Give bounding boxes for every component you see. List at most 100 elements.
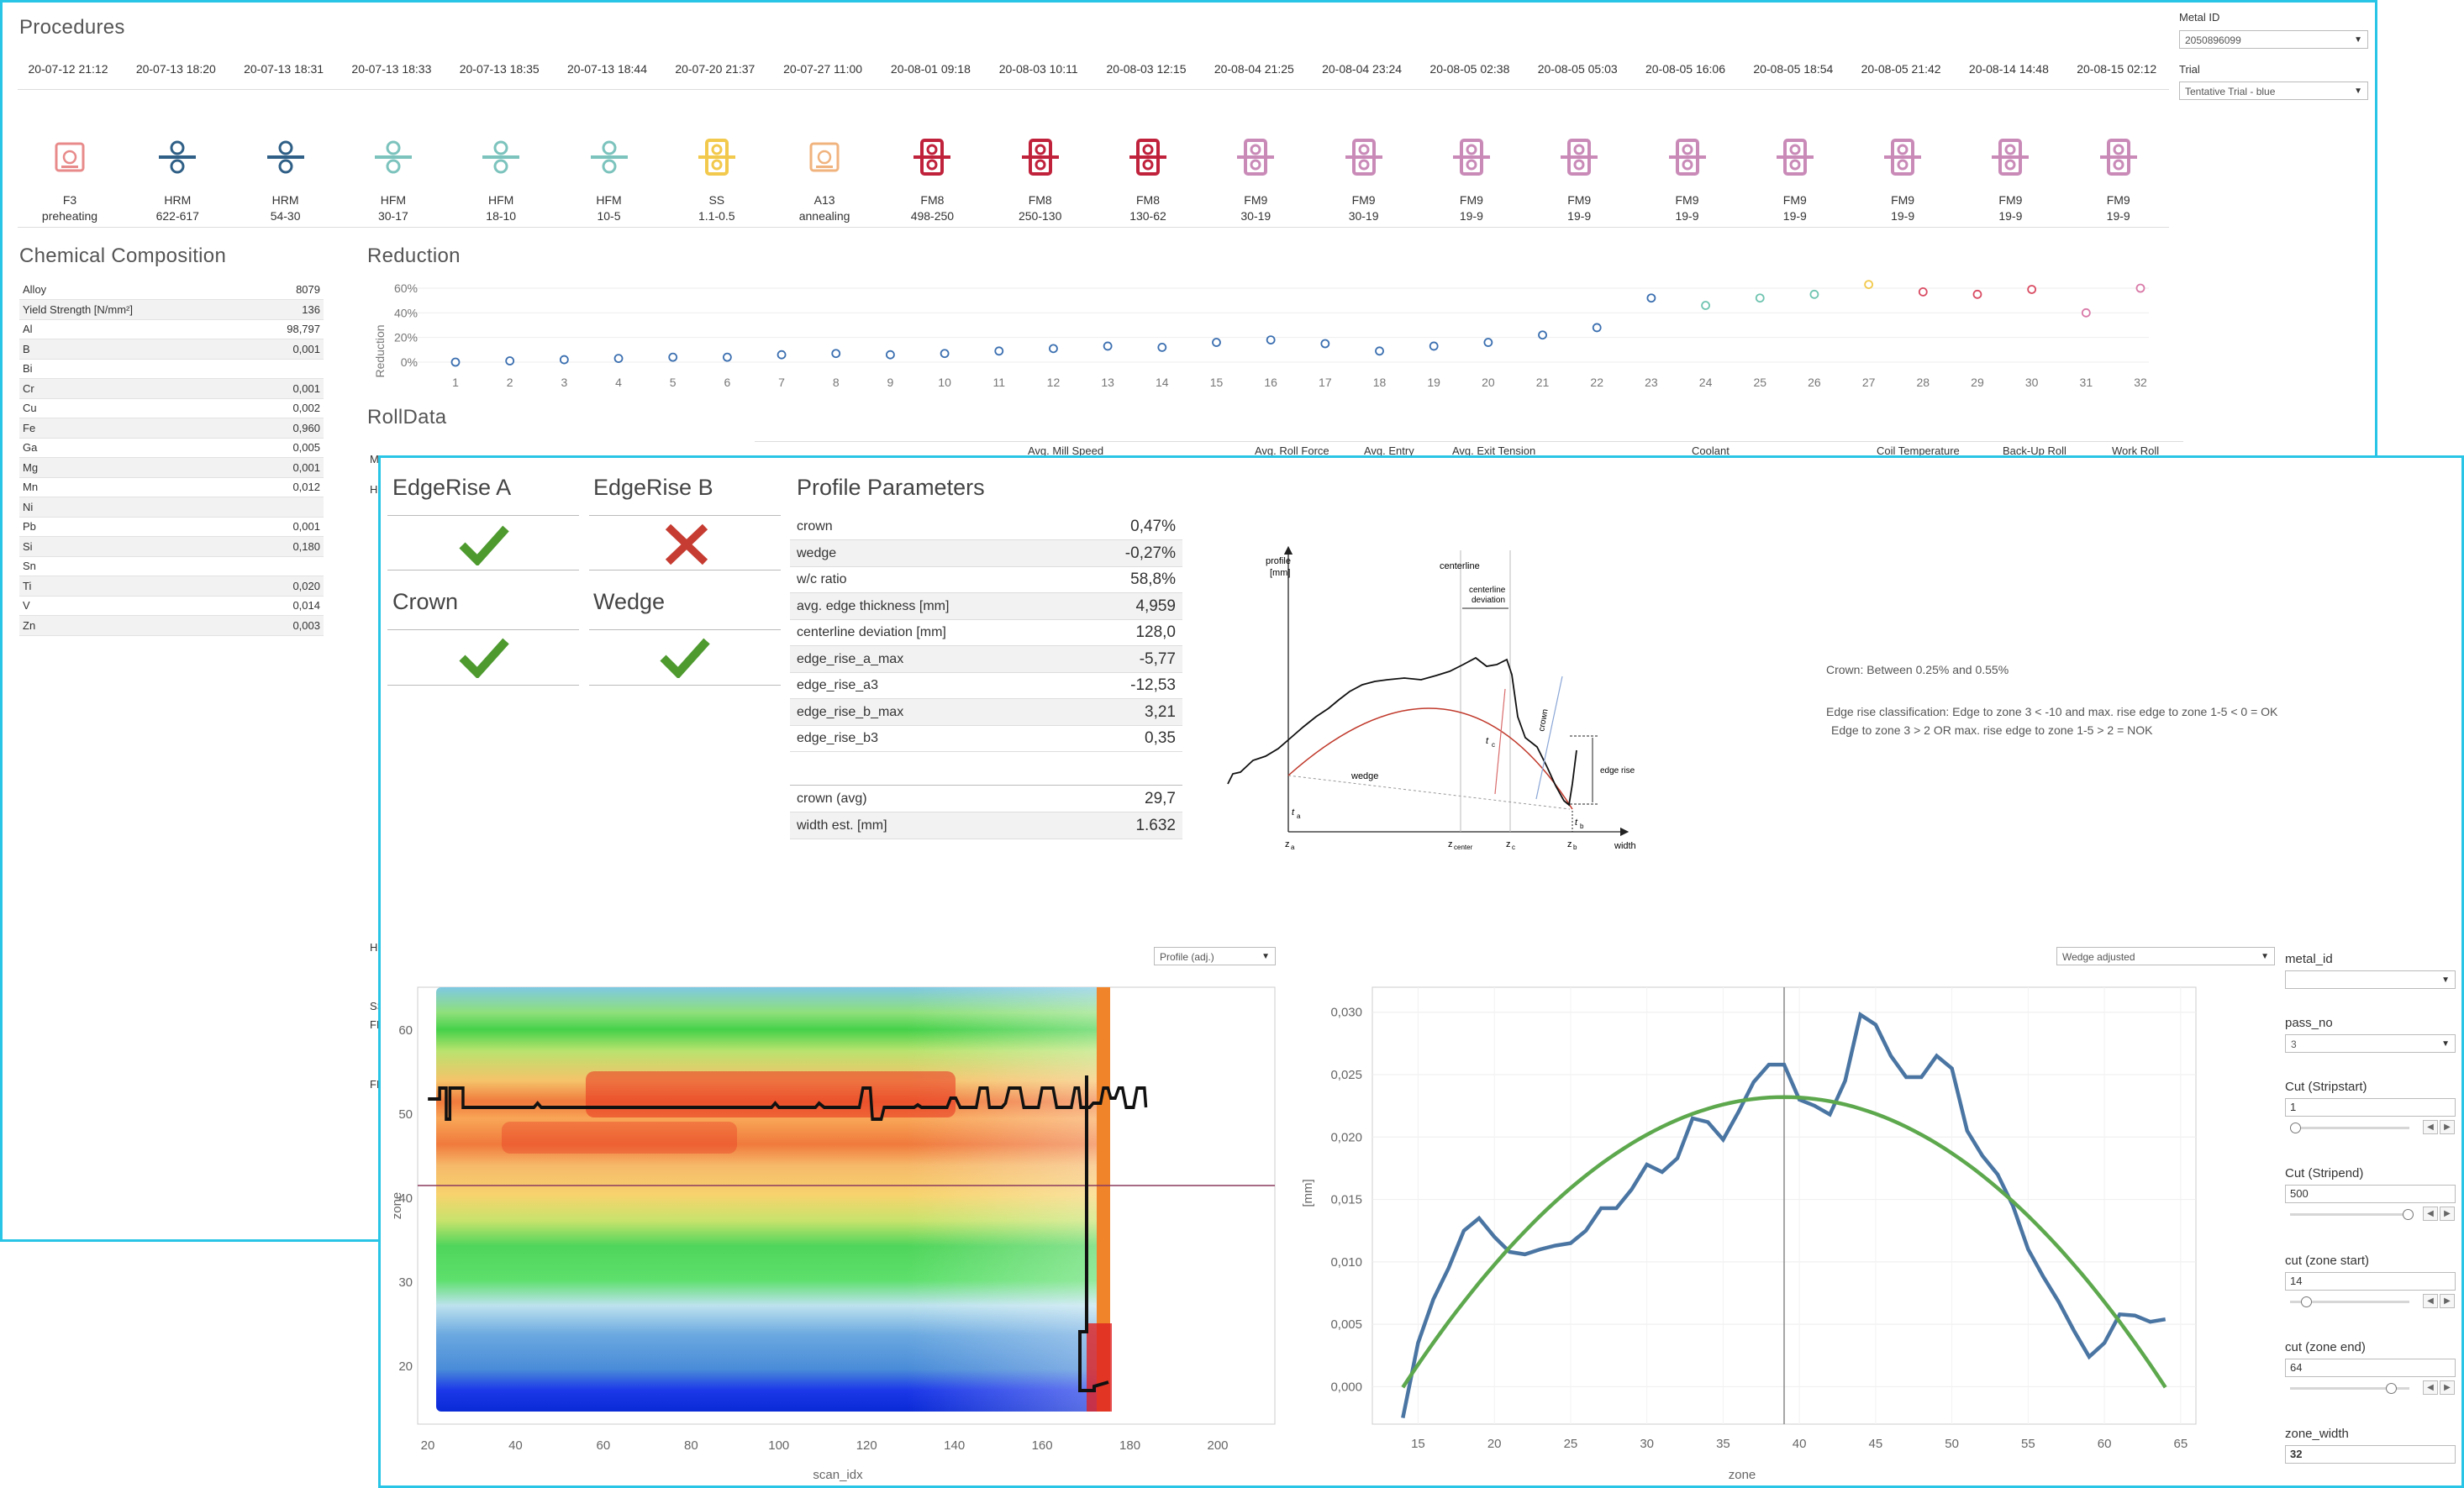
- pass-no-select[interactable]: 3 ▼: [2285, 1034, 2456, 1053]
- step-back-icon[interactable]: ◀: [2423, 1380, 2438, 1395]
- profile-type-dropdown[interactable]: Profile (adj.) ▼: [1154, 947, 1276, 965]
- reduction-ytick: 20%: [394, 331, 418, 344]
- diagram-fit-curve: [1287, 707, 1573, 810]
- cut-zone-start-slider[interactable]: [2290, 1296, 2409, 1307]
- reduction-point: [1429, 341, 1439, 351]
- profile-param-name: edge_rise_b3: [797, 731, 878, 745]
- procedure-step-label[interactable]: A13 annealing: [778, 192, 871, 224]
- procedure-step-range: 130-62: [1129, 209, 1166, 223]
- profile-param-row: crown 0,47%: [790, 513, 1182, 540]
- procedure-step-label[interactable]: FM9 30-19: [1318, 192, 1410, 224]
- rolldata-header[interactable]: Coil Temperature: [1877, 444, 1960, 457]
- rolldata-header[interactable]: Avg. Mill Speed: [1028, 444, 1104, 457]
- chem-element: Bi: [23, 362, 33, 375]
- procedure-step-label[interactable]: F3 preheating: [24, 192, 116, 224]
- procedure-step-range: 19-9: [1459, 209, 1483, 223]
- rolldata-header[interactable]: Coolant: [1692, 444, 1730, 457]
- cut-zone-start-slider-handle[interactable]: [2301, 1296, 2313, 1307]
- rolldata-header[interactable]: Avg. Entry: [1364, 444, 1414, 457]
- chem-row: Ti 0,020: [19, 576, 324, 597]
- step-back-icon[interactable]: ◀: [2423, 1294, 2438, 1308]
- zone-width-input[interactable]: 32: [2285, 1445, 2456, 1464]
- reduction-xtick: 24: [1699, 376, 1713, 389]
- cut-zone-end-slider[interactable]: [2290, 1383, 2409, 1394]
- procedures-title: Procedures: [19, 16, 125, 39]
- diagram-profile-curve: [1227, 656, 1577, 807]
- rolldata-header[interactable]: Avg. Roll Force: [1255, 444, 1329, 457]
- reduction-point: [1375, 346, 1384, 356]
- profile-param-name: avg. edge thickness [mm]: [797, 598, 950, 613]
- procedure-step-label[interactable]: HRM 54-30: [240, 192, 332, 224]
- procedure-step-label[interactable]: FM8 498-250: [886, 192, 978, 224]
- reduction-xtick: 7: [778, 376, 785, 389]
- reduction-point: [1918, 287, 1928, 297]
- cut-zone-end-input[interactable]: 64: [2285, 1359, 2456, 1377]
- procedure-date: 20-08-15 02:12: [2077, 62, 2157, 76]
- procedure-date: 20-07-27 11:00: [783, 62, 863, 76]
- procedure-step-label[interactable]: HFM 18-10: [455, 192, 547, 224]
- heatmap-xtick: 60: [597, 1438, 611, 1453]
- stand-icon: [698, 139, 735, 176]
- procedure-step-label[interactable]: FM9 19-9: [1425, 192, 1518, 224]
- rolldata-header[interactable]: Work Roll: [2112, 444, 2160, 457]
- divider: [589, 685, 781, 686]
- step-forward-icon[interactable]: ▶: [2440, 1294, 2455, 1308]
- rolldata-header[interactable]: Avg. Exit Tension: [1452, 444, 1536, 457]
- heatmap-xtick: 120: [856, 1438, 877, 1453]
- rolldata-header[interactable]: Back-Up Roll: [2003, 444, 2066, 457]
- trial-dropdown[interactable]: Tentative Trial - blue ▼: [2179, 81, 2368, 100]
- step-forward-icon[interactable]: ▶: [2440, 1207, 2455, 1221]
- heatmap-ylabel: zone: [390, 1192, 404, 1220]
- cut-stripend-input[interactable]: 500: [2285, 1185, 2456, 1203]
- reduction-point: [1646, 293, 1656, 303]
- chevron-down-icon: ▼: [1261, 952, 1270, 961]
- procedure-step-label[interactable]: HRM 622-617: [131, 192, 224, 224]
- procedure-step-label[interactable]: FM9 19-9: [1533, 192, 1625, 224]
- cross-icon: [665, 523, 708, 565]
- reduction-point: [1864, 280, 1874, 289]
- metal-id-select[interactable]: ▼: [2285, 970, 2456, 989]
- cut-zone-end-slider-handle[interactable]: [2385, 1383, 2397, 1394]
- reduction-xtick: 13: [1101, 376, 1114, 389]
- procedure-date: 20-08-03 10:11: [998, 62, 1078, 76]
- metal-id-dropdown[interactable]: 2050896099 ▼: [2179, 30, 2368, 49]
- pass-no-value: 3: [2291, 1038, 2297, 1050]
- cut-zone-start-input[interactable]: 14: [2285, 1272, 2456, 1291]
- divider: [18, 89, 2169, 90]
- procedure-step-label[interactable]: FM9 19-9: [1856, 192, 1949, 224]
- procedure-step-label[interactable]: FM8 130-62: [1102, 192, 1194, 224]
- procedure-step-label[interactable]: FM8 250-130: [994, 192, 1087, 224]
- chem-element: Si: [23, 539, 33, 553]
- reduction-point: [559, 355, 569, 365]
- procedure-step-label[interactable]: FM9 30-19: [1209, 192, 1302, 224]
- procedure-step-label[interactable]: FM9 19-9: [1749, 192, 1841, 224]
- step-forward-icon[interactable]: ▶: [2440, 1380, 2455, 1395]
- procedure-step-label[interactable]: HFM 30-17: [347, 192, 440, 224]
- heatmap-xtick: 80: [684, 1438, 698, 1453]
- cut-stripend-slider[interactable]: [2290, 1209, 2414, 1220]
- chem-row: Ni: [19, 497, 324, 518]
- cut-stripstart-slider[interactable]: [2290, 1123, 2409, 1133]
- procedure-step-range: preheating: [41, 209, 98, 223]
- diagram-zc-label: z: [1506, 839, 1511, 849]
- procedure-step-label[interactable]: HFM 10-5: [563, 192, 655, 224]
- step-back-icon[interactable]: ◀: [2423, 1207, 2438, 1221]
- wedge-type-dropdown[interactable]: Wedge adjusted ▼: [2056, 947, 2275, 965]
- reduction-point: [994, 346, 1004, 356]
- procedure-step-label[interactable]: SS 1.1-0.5: [671, 192, 763, 224]
- step-forward-icon[interactable]: ▶: [2440, 1120, 2455, 1134]
- cut-stripstart-input[interactable]: 1: [2285, 1098, 2456, 1117]
- cut-stripend-slider-handle[interactable]: [2403, 1209, 2414, 1220]
- diagram-ta-sub: a: [1297, 812, 1301, 820]
- cut-stripstart-slider-handle[interactable]: [2290, 1123, 2301, 1133]
- stand-icon: [1668, 139, 1706, 176]
- heatmap-ytick: 50: [398, 1107, 413, 1122]
- procedure-step-range: 1.1-0.5: [698, 209, 735, 223]
- procedure-step-label[interactable]: FM9 19-9: [1641, 192, 1734, 224]
- lineplot-xlabel: zone: [1729, 1468, 1756, 1482]
- lineplot-xtick: 25: [1564, 1437, 1578, 1451]
- procedure-step-label[interactable]: FM9 19-9: [2072, 192, 2165, 224]
- step-back-icon[interactable]: ◀: [2423, 1120, 2438, 1134]
- chem-element: Cu: [23, 402, 37, 414]
- procedure-step-label[interactable]: FM9 19-9: [1964, 192, 2056, 224]
